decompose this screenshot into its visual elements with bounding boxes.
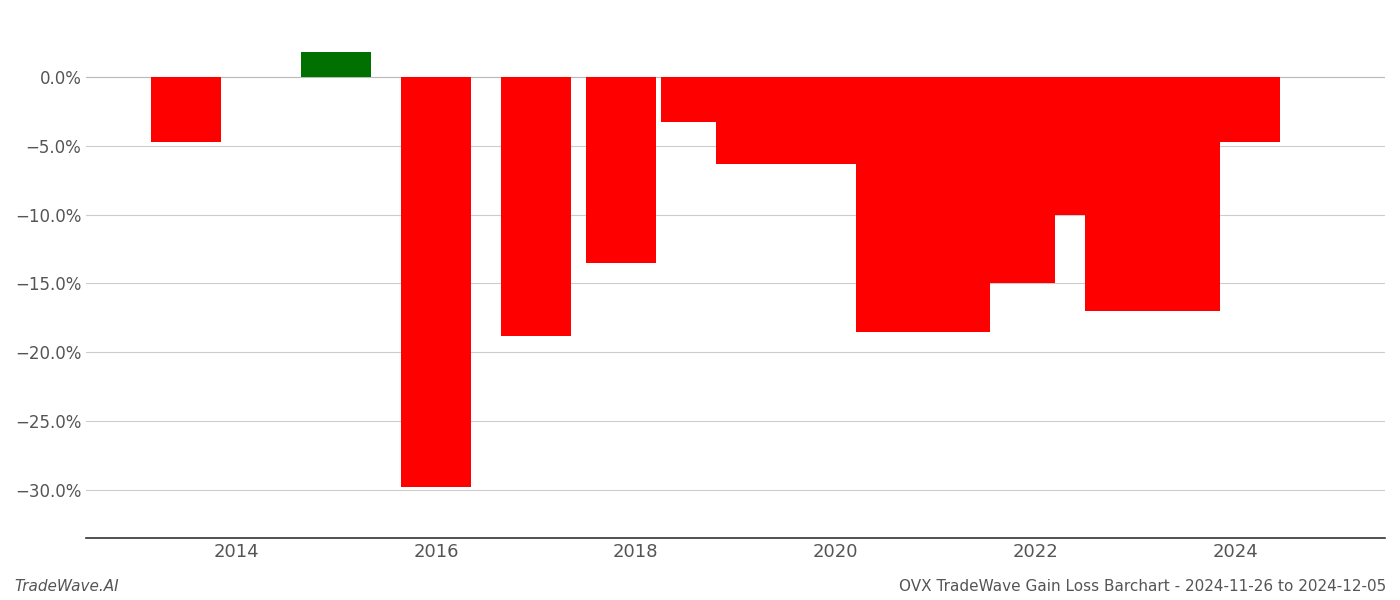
Bar <box>501 77 571 336</box>
Bar <box>920 77 990 332</box>
Text: TradeWave.AI: TradeWave.AI <box>14 579 119 594</box>
Bar <box>1151 77 1221 311</box>
Bar <box>301 52 371 77</box>
Bar <box>661 77 731 122</box>
Bar <box>151 77 221 142</box>
Text: OVX TradeWave Gain Loss Barchart - 2024-11-26 to 2024-12-05: OVX TradeWave Gain Loss Barchart - 2024-… <box>899 579 1386 594</box>
Bar <box>400 77 470 487</box>
Bar <box>715 77 785 164</box>
Bar <box>1210 77 1280 142</box>
Bar <box>585 77 655 263</box>
Bar <box>855 77 925 332</box>
Bar <box>986 77 1056 283</box>
Bar <box>1085 77 1155 311</box>
Bar <box>1030 77 1100 215</box>
Bar <box>785 77 855 164</box>
